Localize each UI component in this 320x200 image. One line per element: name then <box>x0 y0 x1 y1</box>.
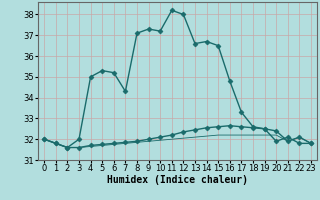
X-axis label: Humidex (Indice chaleur): Humidex (Indice chaleur) <box>107 175 248 185</box>
